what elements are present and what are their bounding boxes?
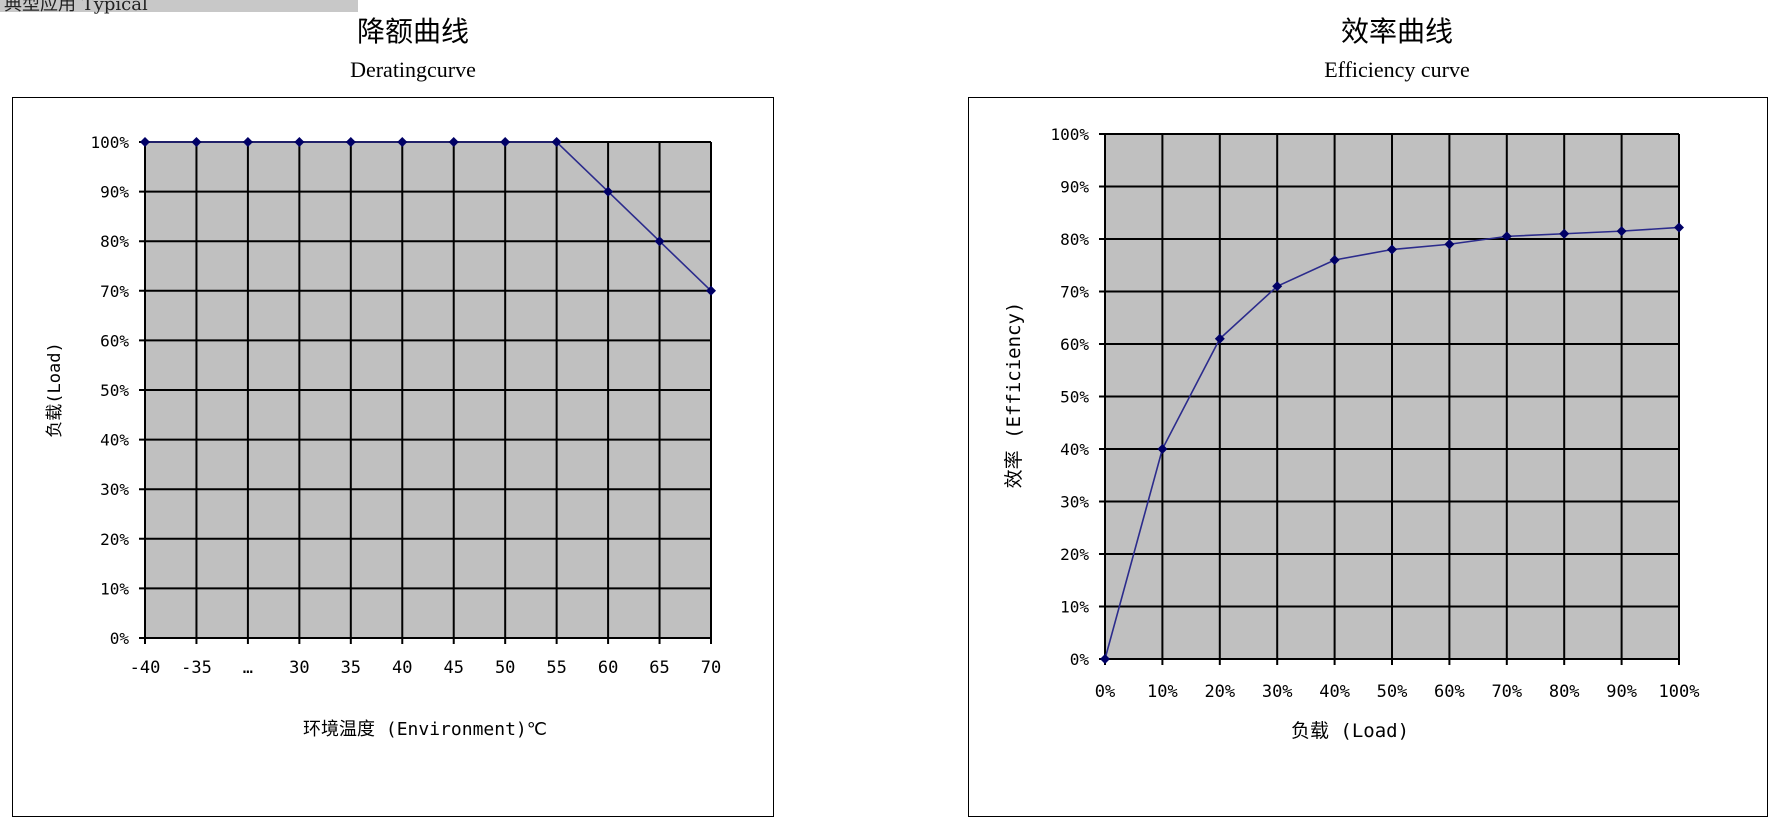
efficiency-data-point [1674, 222, 1684, 233]
derating-data-point [140, 137, 150, 147]
derating-ytick-label: 10% [100, 579, 129, 598]
derating-xtick-label: 45 [443, 658, 463, 678]
derating-ytick-label: 100% [90, 133, 129, 152]
efficiency-chart: 效率 (Efficiency) 负载 (Load) 0% 10% 20% 30% 40%… [1003, 125, 1699, 742]
derating-ytick-label: 90% [100, 183, 129, 202]
derating-ytick-label: 0% [110, 629, 130, 648]
derating-xtick-label: 30 [289, 658, 309, 678]
derating-ytick-label: 50% [100, 381, 129, 400]
efficiency-xtick-label: 20% [1204, 682, 1235, 702]
derating-data-point [706, 285, 716, 296]
derating-data-point [551, 137, 562, 147]
corner-tab: 典型应用 Typical [0, 0, 358, 15]
derating-xtick-label: 70 [701, 658, 721, 678]
efficiency-ytick-label: 100% [1050, 125, 1089, 144]
efficiency-title-cn: 效率曲线 [1340, 15, 1453, 48]
efficiency-ytick-label: 80% [1060, 230, 1089, 249]
corner-tab-text: 典型应用 Typical [4, 0, 148, 15]
derating-data-point [294, 137, 305, 147]
derating-data-point [191, 137, 202, 147]
derating-ytick-label: 80% [100, 232, 129, 251]
efficiency-ytick-label: 90% [1060, 178, 1089, 197]
efficiency-data-point [1616, 226, 1627, 237]
derating-data-point [603, 186, 614, 197]
derating-data-point [500, 137, 511, 147]
derating-ytick-label: 40% [100, 431, 129, 450]
efficiency-xtick-label: 0% [1095, 682, 1115, 702]
derating-xtick-label: 40 [392, 658, 412, 678]
derating-title-en: Deratingcurve [350, 57, 476, 82]
derating-ytick-label: 20% [100, 530, 129, 549]
derating-xtick-label: -35 [181, 658, 212, 678]
derating-xtick-label: 65 [649, 658, 669, 678]
derating-xtick-label: 50 [495, 658, 515, 678]
derating-ylabel: 负载(Load) [45, 342, 65, 437]
efficiency-data-point [1100, 654, 1110, 664]
efficiency-xtick-label: 40% [1319, 682, 1350, 702]
efficiency-title-en: Efficiency curve [1324, 57, 1470, 82]
efficiency-xtick-label: 60% [1434, 682, 1465, 702]
efficiency-data-point [1214, 333, 1225, 344]
efficiency-ytick-label: 70% [1060, 283, 1089, 302]
derating-xtick-label: … [243, 658, 253, 678]
efficiency-ytick-label: 20% [1060, 545, 1089, 564]
efficiency-xtick-label: 30% [1262, 682, 1293, 702]
derating-xlabel: 环境温度 (Environment)℃ [303, 719, 547, 740]
derating-ytick-label: 60% [100, 331, 129, 350]
derating-xtick-label: 55 [546, 658, 566, 678]
efficiency-xlabel: 负载 (Load) [1291, 720, 1409, 742]
efficiency-ytick-label: 50% [1060, 388, 1089, 407]
derating-series-line [145, 141, 712, 292]
efficiency-ytick-label: 10% [1060, 598, 1089, 617]
derating-data-point [448, 137, 459, 147]
derating-ytick-label: 70% [100, 282, 129, 301]
derating-xtick-label: 60 [598, 658, 618, 678]
derating-xtick-label: 35 [341, 658, 361, 678]
efficiency-data-point [1501, 231, 1512, 242]
efficiency-data-point [1272, 281, 1283, 292]
efficiency-ytick-label: 40% [1060, 440, 1089, 459]
efficiency-xtick-label: 90% [1606, 682, 1637, 702]
efficiency-xtick-label: 10% [1147, 682, 1178, 702]
efficiency-data-point [1387, 244, 1397, 255]
derating-data-point [654, 236, 665, 247]
derating-data-point [242, 137, 253, 147]
efficiency-ylabel: 效率 (Efficiency) [1003, 302, 1025, 489]
efficiency-data-point [1329, 255, 1340, 265]
efficiency-data-point [1444, 239, 1455, 250]
derating-title-cn: 降额曲线 [356, 15, 469, 48]
efficiency-data-point [1559, 228, 1570, 239]
efficiency-xtick-label: 50% [1377, 682, 1408, 702]
efficiency-data-point [1157, 444, 1168, 454]
derating-ytick-label: 30% [100, 480, 129, 499]
derating-xtick-label: -40 [130, 658, 161, 678]
efficiency-ytick-label: 60% [1060, 335, 1089, 354]
efficiency-xtick-label: 80% [1549, 682, 1580, 702]
efficiency-ytick-label: 0% [1070, 650, 1090, 669]
efficiency-xtick-label: 100% [1659, 682, 1700, 702]
efficiency-xtick-label: 70% [1491, 682, 1522, 702]
derating-chart: 负载(Load) 环境温度 (Environment)℃ 0% 10% 20% 30%… [45, 133, 721, 740]
derating-data-point [397, 137, 408, 147]
efficiency-ytick-label: 30% [1060, 493, 1089, 512]
derating-data-point [345, 137, 356, 147]
